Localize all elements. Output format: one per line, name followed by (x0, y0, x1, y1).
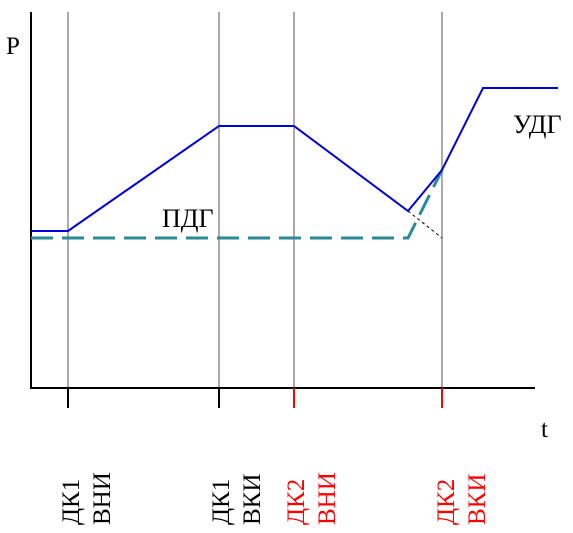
x-axis-label: t (541, 416, 548, 443)
dashed-line-pdg (31, 169, 444, 240)
marker-2-line1: ДК1 (208, 479, 235, 525)
y-axis-label: P (6, 33, 20, 60)
marker-3-line2: ВНИ (314, 472, 341, 525)
marker-2-line2: ВКИ (239, 474, 266, 525)
bottom-curve-label: ПДГ (162, 204, 214, 233)
marker-1-line1: ДК1 (58, 479, 85, 525)
thin-dashed-extension (407, 210, 443, 239)
marker-4-line1: ДК2 (433, 479, 460, 525)
blue-pressure-curve (31, 87, 558, 232)
marker-4-line2: ВКИ (464, 474, 491, 525)
marker-3-line1: ДК2 (283, 479, 310, 525)
top-curve-label: УДГ (513, 110, 562, 139)
marker-1-line2: ВНИ (89, 472, 116, 525)
